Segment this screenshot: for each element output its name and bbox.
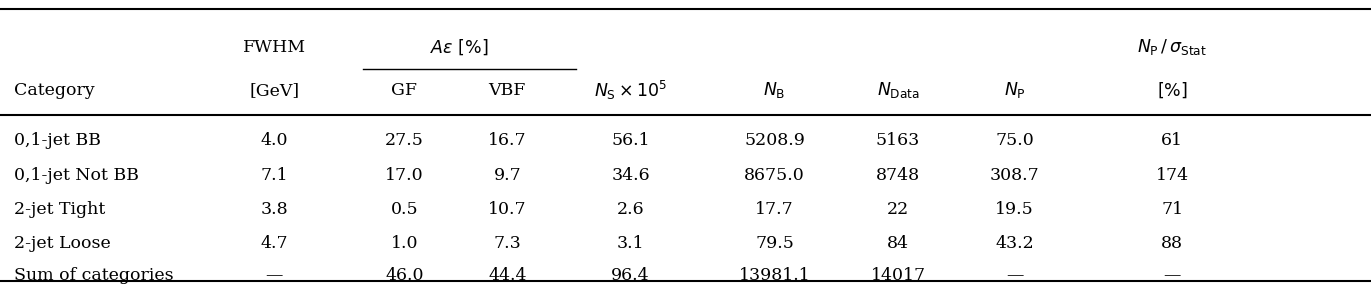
Text: 8675.0: 8675.0 bbox=[744, 166, 805, 184]
Text: —: — bbox=[1164, 267, 1180, 284]
Text: 0,1-jet Not BB: 0,1-jet Not BB bbox=[14, 166, 138, 184]
Text: —: — bbox=[1006, 267, 1023, 284]
Text: 88: 88 bbox=[1161, 235, 1183, 253]
Text: 2-jet Loose: 2-jet Loose bbox=[14, 235, 111, 253]
Text: 5163: 5163 bbox=[876, 132, 920, 149]
Text: 84: 84 bbox=[887, 235, 909, 253]
Text: 56.1: 56.1 bbox=[611, 132, 650, 149]
Text: 34.6: 34.6 bbox=[611, 166, 650, 184]
Text: 5208.9: 5208.9 bbox=[744, 132, 805, 149]
Text: 79.5: 79.5 bbox=[755, 235, 794, 253]
Text: 16.7: 16.7 bbox=[488, 132, 526, 149]
Text: $N_\mathrm{P}$: $N_\mathrm{P}$ bbox=[1004, 80, 1026, 100]
Text: $[\%]$: $[\%]$ bbox=[1157, 81, 1187, 100]
Text: 14017: 14017 bbox=[871, 267, 925, 284]
Text: 9.7: 9.7 bbox=[494, 166, 521, 184]
Text: GF: GF bbox=[392, 82, 417, 99]
Text: 4.0: 4.0 bbox=[260, 132, 288, 149]
Text: VBF: VBF bbox=[488, 82, 526, 99]
Text: 7.1: 7.1 bbox=[260, 166, 288, 184]
Text: Category: Category bbox=[14, 82, 95, 99]
Text: 75.0: 75.0 bbox=[995, 132, 1034, 149]
Text: 7.3: 7.3 bbox=[494, 235, 521, 253]
Text: $N_\mathrm{B}$: $N_\mathrm{B}$ bbox=[764, 80, 786, 100]
Text: 1.0: 1.0 bbox=[391, 235, 418, 253]
Text: 71: 71 bbox=[1161, 201, 1183, 218]
Text: 96.4: 96.4 bbox=[611, 267, 650, 284]
Text: 4.7: 4.7 bbox=[260, 235, 288, 253]
Text: $N_\mathrm{S} \times 10^5$: $N_\mathrm{S} \times 10^5$ bbox=[594, 79, 668, 102]
Text: $A\epsilon\ [\%]$: $A\epsilon\ [\%]$ bbox=[430, 38, 488, 57]
Text: $N_\mathrm{Data}$: $N_\mathrm{Data}$ bbox=[876, 80, 920, 100]
Text: 3.1: 3.1 bbox=[617, 235, 644, 253]
Text: 44.4: 44.4 bbox=[488, 267, 526, 284]
Text: [GeV]: [GeV] bbox=[250, 82, 299, 99]
Text: 17.0: 17.0 bbox=[385, 166, 424, 184]
Text: 174: 174 bbox=[1156, 166, 1189, 184]
Text: 61: 61 bbox=[1161, 132, 1183, 149]
Text: 8748: 8748 bbox=[876, 166, 920, 184]
Text: Sum of categories: Sum of categories bbox=[14, 267, 173, 284]
Text: 0,1-jet BB: 0,1-jet BB bbox=[14, 132, 100, 149]
Text: 43.2: 43.2 bbox=[995, 235, 1034, 253]
Text: 308.7: 308.7 bbox=[990, 166, 1039, 184]
Text: 27.5: 27.5 bbox=[385, 132, 424, 149]
Text: $N_\mathrm{P}\,/\,\sigma_\mathrm{Stat}$: $N_\mathrm{P}\,/\,\sigma_\mathrm{Stat}$ bbox=[1138, 37, 1206, 57]
Text: 22: 22 bbox=[887, 201, 909, 218]
Text: 0.5: 0.5 bbox=[391, 201, 418, 218]
Text: 2-jet Tight: 2-jet Tight bbox=[14, 201, 106, 218]
Text: —: — bbox=[266, 267, 282, 284]
Text: FWHM: FWHM bbox=[243, 39, 306, 56]
Text: 2.6: 2.6 bbox=[617, 201, 644, 218]
Text: 17.7: 17.7 bbox=[755, 201, 794, 218]
Text: 19.5: 19.5 bbox=[995, 201, 1034, 218]
Text: 10.7: 10.7 bbox=[488, 201, 526, 218]
Text: 46.0: 46.0 bbox=[385, 267, 424, 284]
Text: 13981.1: 13981.1 bbox=[739, 267, 810, 284]
Text: 3.8: 3.8 bbox=[260, 201, 288, 218]
